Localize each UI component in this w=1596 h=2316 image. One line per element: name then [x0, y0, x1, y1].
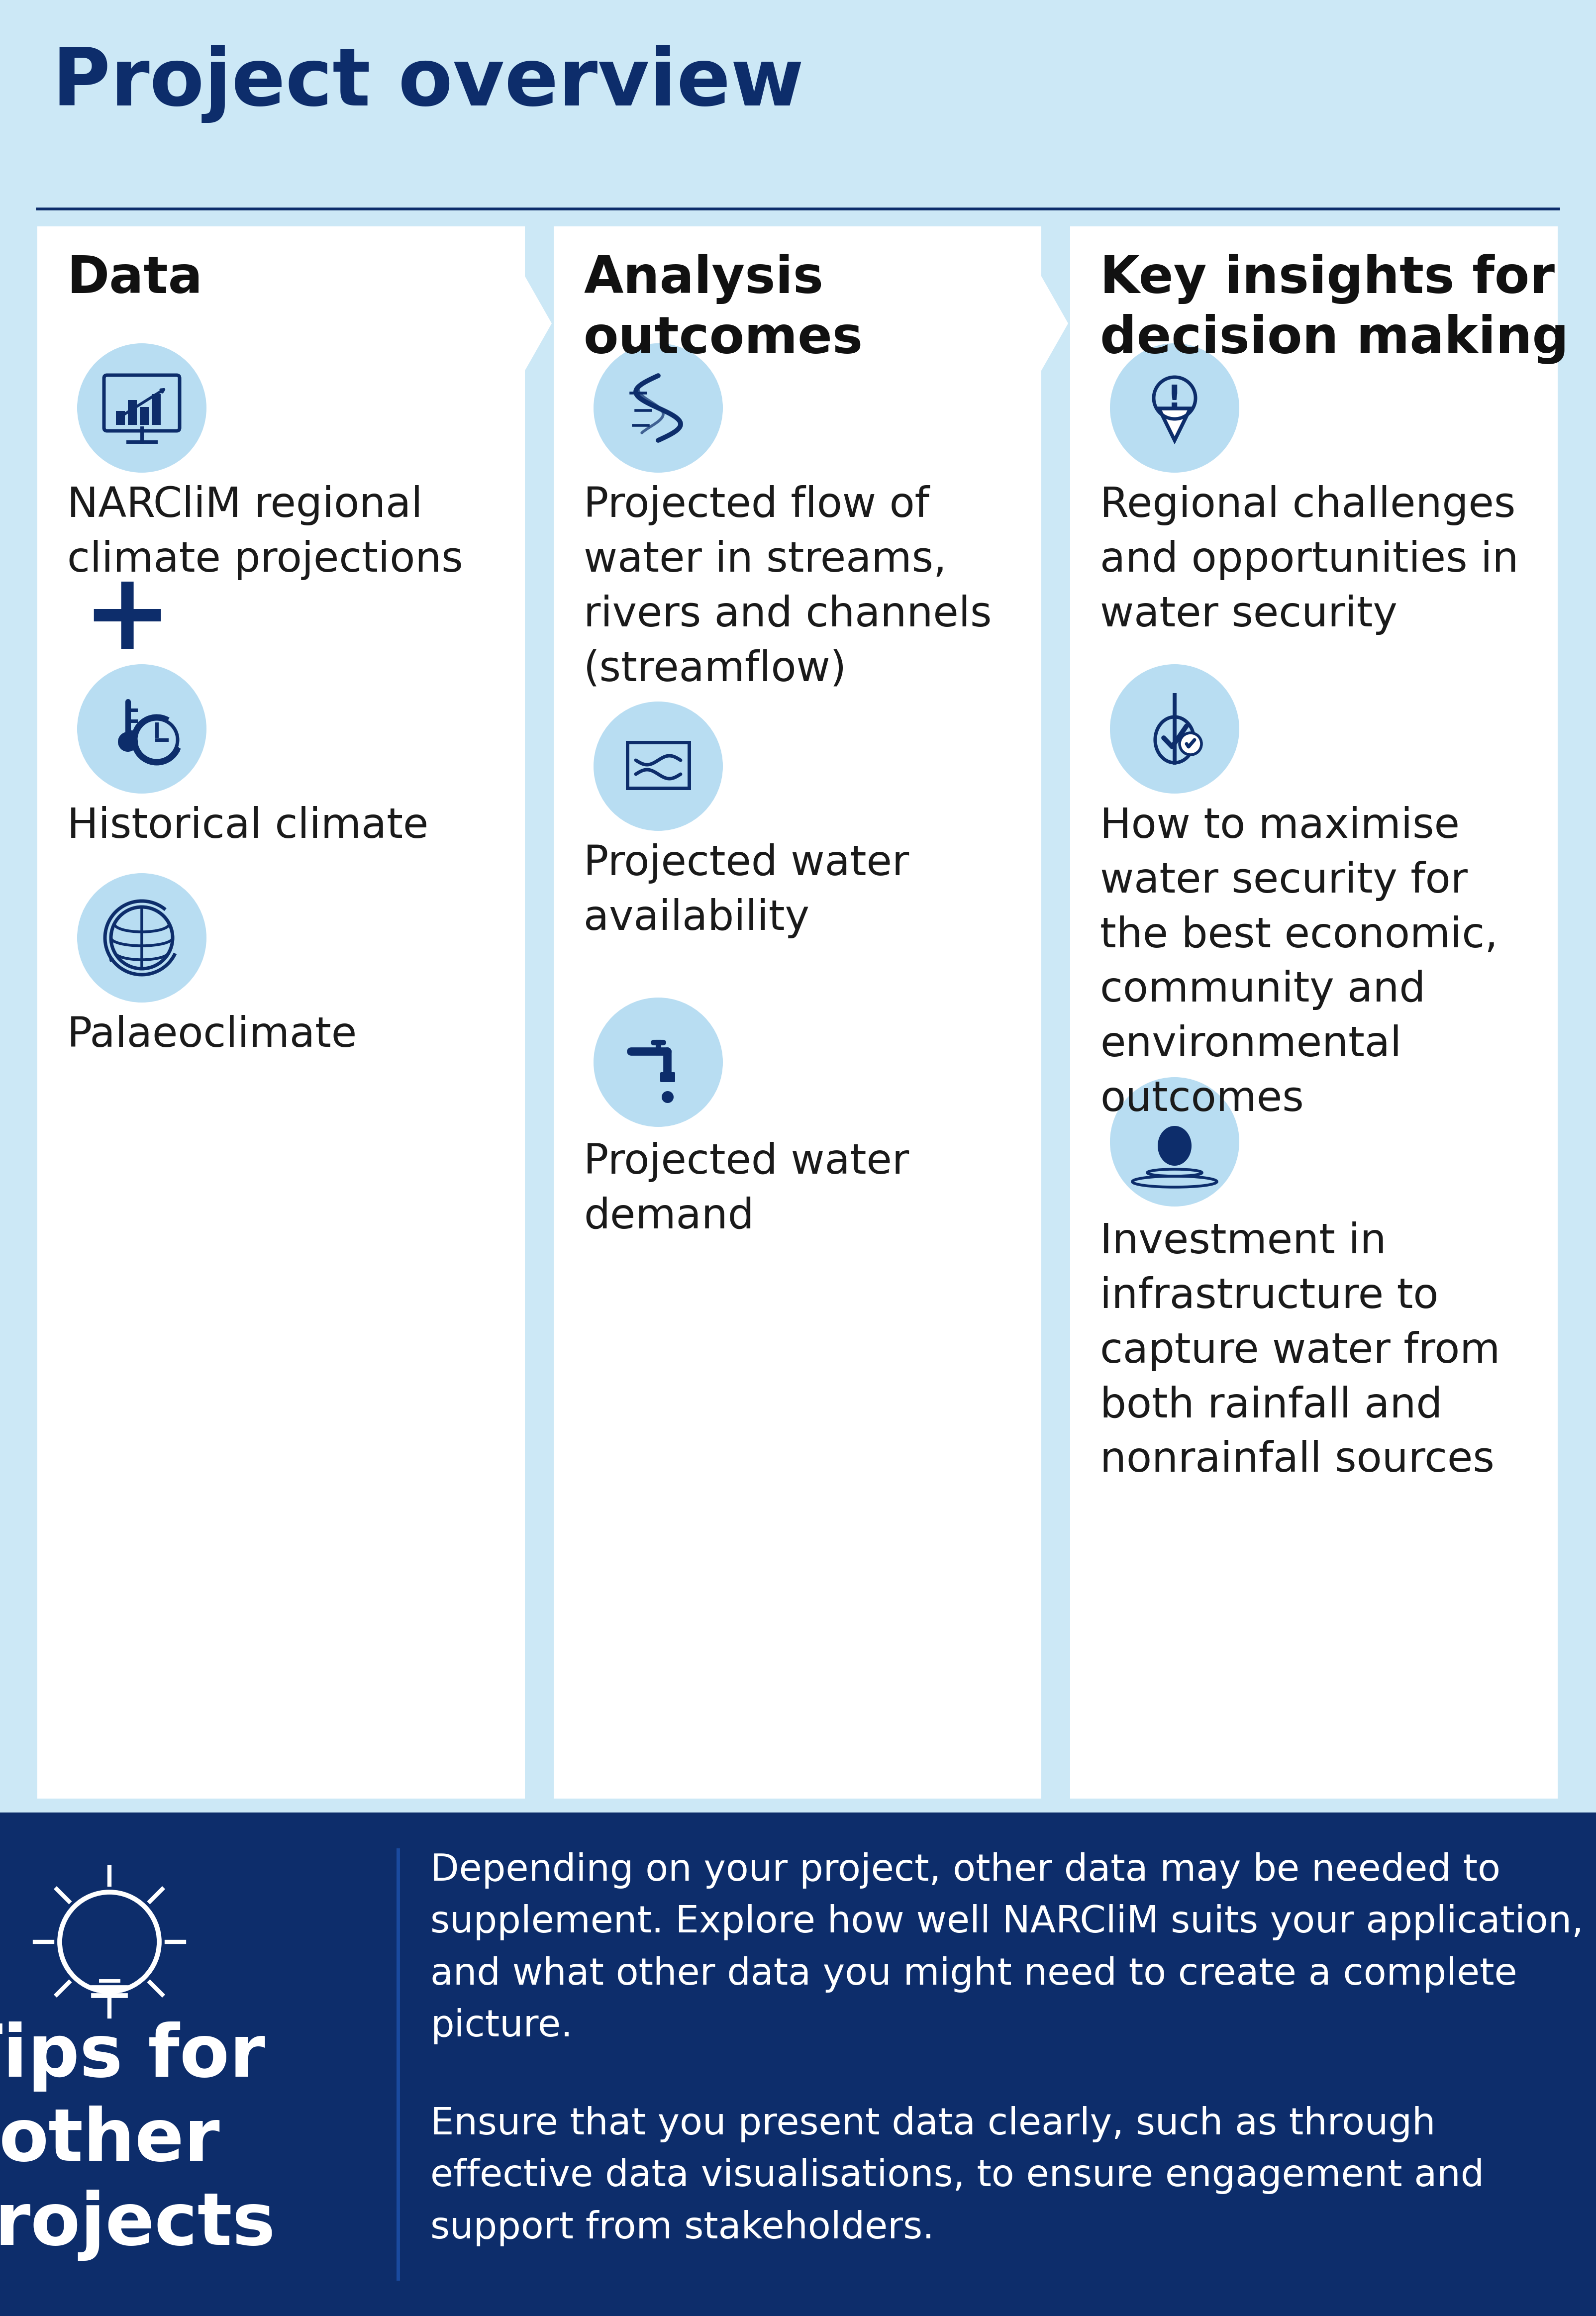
Polygon shape — [1041, 276, 1068, 371]
Text: Projected water
demand: Projected water demand — [584, 1142, 910, 1237]
Polygon shape — [525, 227, 554, 1800]
Polygon shape — [662, 1084, 674, 1102]
Text: Projected flow of
water in streams,
rivers and channels
(streamflow): Projected flow of water in streams, rive… — [584, 484, 991, 690]
Circle shape — [1179, 732, 1202, 755]
Bar — [152, 394, 161, 424]
Text: +: + — [81, 567, 172, 672]
Text: Tips for
other
projects: Tips for other projects — [0, 2022, 276, 2260]
Text: Depending on your project, other data may be needed to supplement. Explore how w: Depending on your project, other data ma… — [431, 1853, 1583, 2045]
Ellipse shape — [1109, 343, 1238, 472]
Text: Ensure that you present data clearly, such as through effective data visualisati: Ensure that you present data clearly, su… — [431, 2105, 1484, 2247]
Text: Regional challenges
and opportunities in
water security: Regional challenges and opportunities in… — [1100, 484, 1518, 635]
Text: Key insights for
decision making: Key insights for decision making — [1100, 255, 1569, 364]
Text: Palaeoclimate: Palaeoclimate — [67, 1014, 358, 1056]
Ellipse shape — [77, 343, 206, 472]
Ellipse shape — [594, 343, 723, 472]
Bar — [140, 408, 148, 424]
Polygon shape — [1041, 227, 1071, 1800]
Ellipse shape — [594, 998, 723, 1128]
Polygon shape — [1159, 408, 1191, 440]
FancyBboxPatch shape — [37, 227, 525, 1800]
Ellipse shape — [77, 665, 206, 794]
Ellipse shape — [594, 702, 723, 831]
Text: NARCliM regional
climate projections: NARCliM regional climate projections — [67, 484, 463, 579]
Text: Investment in
infrastructure to
capture water from
both rainfall and
nonrainfall: Investment in infrastructure to capture … — [1100, 1221, 1500, 1480]
FancyBboxPatch shape — [554, 227, 1041, 1800]
Circle shape — [118, 732, 137, 753]
Text: Analysis
outcomes: Analysis outcomes — [584, 255, 863, 364]
Text: Historical climate: Historical climate — [67, 806, 429, 845]
Text: How to maximise
water security for
the best economic,
community and
environmenta: How to maximise water security for the b… — [1100, 806, 1499, 1119]
Polygon shape — [525, 276, 552, 371]
Ellipse shape — [77, 873, 206, 1003]
Polygon shape — [1157, 1112, 1192, 1165]
Text: Projected water
availability: Projected water availability — [584, 843, 910, 938]
Bar — [117, 410, 124, 424]
FancyBboxPatch shape — [0, 1813, 1596, 2316]
FancyBboxPatch shape — [1071, 227, 1558, 1800]
FancyBboxPatch shape — [661, 1072, 675, 1082]
Text: Data: Data — [67, 255, 203, 303]
Text: Project overview: Project overview — [53, 44, 804, 123]
Ellipse shape — [1109, 665, 1238, 794]
Text: !: ! — [1167, 384, 1183, 415]
Ellipse shape — [1109, 1077, 1238, 1207]
Bar — [128, 401, 137, 424]
